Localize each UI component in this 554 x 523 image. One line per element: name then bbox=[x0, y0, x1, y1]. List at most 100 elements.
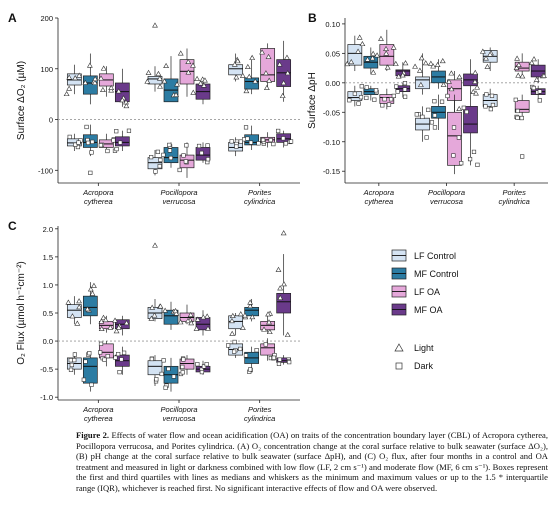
dark-point bbox=[380, 103, 385, 108]
dark-point bbox=[154, 377, 159, 382]
box-light bbox=[446, 70, 463, 119]
box-dark bbox=[363, 85, 379, 102]
dark-point bbox=[72, 358, 77, 363]
dark-point bbox=[184, 143, 189, 148]
dark-point bbox=[161, 358, 166, 363]
light-point bbox=[108, 84, 115, 90]
light-point bbox=[234, 58, 241, 64]
dark-point bbox=[288, 139, 294, 144]
dark-point bbox=[76, 140, 81, 145]
light-point bbox=[448, 86, 455, 92]
dark-point bbox=[122, 350, 127, 355]
dark-point bbox=[117, 370, 122, 375]
light-point bbox=[479, 48, 486, 54]
light-point bbox=[100, 314, 107, 320]
light-point bbox=[399, 72, 406, 78]
dark-point bbox=[359, 84, 364, 89]
light-point bbox=[69, 313, 76, 319]
light-point bbox=[515, 72, 522, 78]
light-point bbox=[115, 324, 122, 330]
light-point bbox=[205, 325, 211, 331]
dark-point bbox=[420, 114, 425, 119]
light-point bbox=[473, 90, 479, 96]
dark-point bbox=[432, 125, 438, 130]
dark-point bbox=[105, 148, 110, 154]
dark-point bbox=[205, 143, 210, 148]
light-point bbox=[91, 282, 97, 288]
light-point bbox=[266, 319, 272, 325]
box-light bbox=[193, 310, 211, 336]
x-tick-label: Pocillopora bbox=[428, 188, 465, 197]
dark-point bbox=[515, 115, 520, 120]
light-point bbox=[374, 52, 380, 58]
outlier-light-point bbox=[280, 230, 287, 236]
dark-point bbox=[199, 369, 205, 375]
dark-point bbox=[414, 112, 419, 117]
light-point bbox=[249, 54, 256, 60]
light-point bbox=[144, 78, 151, 84]
light-point bbox=[172, 307, 179, 314]
light-point bbox=[193, 325, 200, 331]
light-point bbox=[266, 328, 273, 335]
light-point bbox=[76, 72, 83, 78]
dark-point bbox=[271, 141, 276, 147]
dark-point bbox=[248, 367, 253, 372]
dark-point bbox=[402, 87, 407, 92]
light-point bbox=[513, 64, 520, 70]
dark-point bbox=[276, 361, 282, 366]
caption-title: Figure 2. bbox=[76, 430, 110, 440]
outlier-dark-point bbox=[88, 170, 93, 175]
dark-point bbox=[72, 352, 77, 357]
dark-point bbox=[87, 351, 92, 356]
box-dark bbox=[482, 88, 498, 112]
x-tick-label: Pocillopora bbox=[160, 405, 197, 414]
light-point bbox=[356, 34, 363, 40]
dark-point bbox=[181, 153, 186, 158]
y-tick-label: 0.0 bbox=[43, 337, 53, 346]
box-light bbox=[112, 315, 130, 336]
light-point bbox=[92, 75, 99, 82]
box-iqr bbox=[379, 94, 395, 104]
box-dark bbox=[177, 142, 195, 178]
dark-point bbox=[537, 89, 542, 94]
dark-point bbox=[429, 120, 435, 125]
light-point bbox=[161, 78, 168, 84]
dark-point bbox=[277, 357, 282, 362]
light-point bbox=[472, 78, 478, 84]
light-point bbox=[98, 75, 104, 81]
panel-letter: B bbox=[308, 11, 317, 25]
dark-point bbox=[98, 350, 103, 355]
box-dark bbox=[276, 128, 294, 148]
light-point bbox=[402, 60, 409, 66]
light-point bbox=[514, 55, 520, 61]
light-point bbox=[233, 74, 240, 80]
dark-point bbox=[347, 98, 352, 103]
legend-label: MF Control bbox=[414, 269, 459, 279]
light-point bbox=[145, 69, 152, 75]
light-point bbox=[246, 73, 253, 79]
outlier-light-point bbox=[152, 242, 158, 248]
light-point bbox=[148, 315, 155, 321]
dark-point bbox=[111, 138, 116, 143]
light-point bbox=[76, 304, 83, 310]
light-point bbox=[483, 55, 489, 61]
light-point bbox=[239, 72, 246, 78]
x-tick-label: cytherea bbox=[84, 197, 113, 206]
light-point bbox=[98, 318, 105, 324]
light-point bbox=[188, 320, 195, 326]
box-dark bbox=[112, 128, 132, 153]
dark-point bbox=[180, 364, 185, 370]
square-icon bbox=[395, 362, 403, 370]
light-point bbox=[355, 48, 361, 54]
dark-point bbox=[83, 359, 88, 364]
light-point bbox=[239, 324, 246, 330]
dark-point bbox=[445, 93, 450, 99]
dark-point bbox=[89, 150, 94, 155]
dark-point bbox=[201, 364, 207, 369]
dark-point bbox=[75, 144, 81, 150]
box-light bbox=[177, 304, 195, 326]
light-point bbox=[163, 62, 170, 68]
panel-letter: A bbox=[8, 11, 17, 25]
dark-point bbox=[248, 140, 254, 145]
light-point bbox=[434, 61, 441, 68]
